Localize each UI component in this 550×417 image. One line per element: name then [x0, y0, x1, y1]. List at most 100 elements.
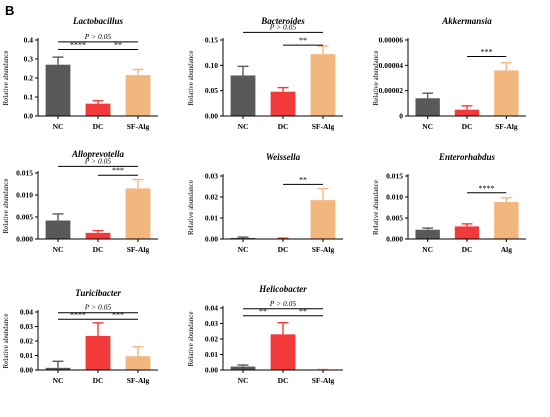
- x-tick-label: NC: [238, 122, 249, 131]
- x-tick-label: SF-Alg: [312, 376, 335, 385]
- bar: [125, 356, 151, 370]
- bar: [45, 220, 71, 239]
- bar: [230, 237, 256, 239]
- y-tick-label: 0.15: [205, 36, 218, 45]
- y-axis-label: Relative abundance: [372, 180, 380, 235]
- y-tick-label: 0.02: [205, 335, 218, 344]
- y-tick-label: 0.0: [24, 112, 34, 121]
- y-tick-label: 0.04: [20, 308, 33, 317]
- significance-label: P > 0.05: [84, 303, 112, 312]
- x-tick-label: NC: [53, 376, 64, 385]
- y-tick-label: 0.4: [24, 36, 34, 45]
- x-tick-label: NC: [53, 245, 64, 254]
- chart-title: Bacteroides: [260, 16, 305, 26]
- x-tick-label: DC: [93, 245, 104, 254]
- bar: [310, 200, 336, 239]
- chart-title: Turicibacter: [75, 288, 121, 298]
- x-tick-label: DC: [278, 122, 289, 131]
- bar: [415, 229, 440, 239]
- y-tick-label: 0: [399, 112, 403, 121]
- y-tick-label: 0.00004: [379, 61, 404, 70]
- x-tick-label: DC: [93, 376, 104, 385]
- bar: [125, 75, 151, 116]
- chart-title: Weissella: [266, 152, 301, 162]
- y-tick-label: 0.00: [20, 366, 33, 375]
- bar: [494, 70, 519, 116]
- y-tick-label: 0.01: [20, 351, 33, 360]
- y-axis-label: Relative abundance: [2, 313, 10, 368]
- y-tick-label: 0.00: [205, 112, 218, 121]
- y-tick-label: 0.2: [24, 74, 34, 83]
- significance-label: P > 0.05: [84, 32, 112, 41]
- y-tick-label: 0.04: [205, 304, 218, 313]
- chart-title: Lactobacillus: [72, 16, 123, 26]
- significance-label: ***: [481, 47, 493, 56]
- y-tick-label: 0.00006: [379, 36, 404, 45]
- x-tick-label: SF-Alg: [312, 122, 335, 131]
- significance-label: P > 0.05: [269, 22, 297, 31]
- chart-title: Alloprevotella: [71, 149, 124, 159]
- bar: [494, 202, 519, 239]
- y-axis-label: Relative abundance: [187, 50, 195, 105]
- x-tick-label: NC: [53, 122, 64, 131]
- y-tick-label: 0.000: [16, 235, 33, 244]
- significance-label: P > 0.05: [84, 156, 112, 165]
- x-tick-label: NC: [422, 122, 433, 131]
- y-tick-label: 0.015: [386, 172, 403, 181]
- y-tick-label: 0.02: [205, 193, 218, 202]
- significance-label: **: [259, 307, 267, 316]
- significance-label: ****: [479, 184, 495, 193]
- bar: [270, 334, 296, 370]
- bar: [230, 75, 256, 116]
- x-tick-label: SF-Alg: [312, 245, 335, 254]
- chart-title: Helicobacter: [258, 284, 307, 294]
- bar: [230, 366, 256, 370]
- y-tick-label: 0.015: [16, 169, 33, 178]
- y-tick-label: 0.05: [205, 86, 218, 95]
- significance-label: **: [299, 175, 307, 184]
- x-tick-label: DC: [462, 245, 473, 254]
- x-tick-label: SF-Alg: [127, 122, 150, 131]
- x-tick-label: DC: [278, 245, 289, 254]
- bar: [125, 188, 151, 239]
- y-axis-label: Relative abundance: [187, 311, 195, 366]
- y-tick-label: 0.005: [16, 213, 33, 222]
- bar: [454, 226, 480, 239]
- x-tick-label: SF-Alg: [127, 376, 150, 385]
- significance-label: ***: [112, 310, 124, 319]
- y-tick-label: 0.1: [24, 93, 34, 102]
- significance-label: P > 0.05: [269, 299, 297, 308]
- y-tick-label: 0.03: [205, 172, 218, 181]
- y-tick-label: 0.010: [16, 191, 33, 200]
- y-axis-label: Relative abundance: [2, 178, 10, 233]
- significance-label: **: [299, 36, 307, 45]
- y-axis-label: Relative abundance: [187, 180, 195, 235]
- bar: [270, 91, 296, 116]
- significance-label: ***: [112, 166, 124, 175]
- significance-label: ****: [70, 310, 86, 319]
- y-tick-label: 0.10: [205, 61, 218, 70]
- y-tick-label: 0.00: [205, 235, 218, 244]
- y-tick-label: 0.02: [20, 337, 33, 346]
- x-tick-label: DC: [462, 122, 473, 131]
- bar: [85, 335, 111, 370]
- y-tick-label: 0.000: [386, 235, 403, 244]
- y-axis-label: Relative abundance: [2, 50, 10, 105]
- significance-label: **: [114, 41, 122, 50]
- chart-title: Akkermansia: [441, 16, 492, 26]
- significance-label: ****: [70, 41, 86, 50]
- x-tick-label: DC: [278, 376, 289, 385]
- panel-letter: B: [5, 3, 15, 18]
- y-tick-label: 0.01: [205, 214, 218, 223]
- x-tick-label: NC: [238, 245, 249, 254]
- x-tick-label: SF-Alg: [495, 122, 518, 131]
- y-axis-label: Relative abundance: [372, 50, 380, 105]
- x-tick-label: SF-Alg: [127, 245, 150, 254]
- chart-title: Enterorhabdus: [438, 152, 496, 162]
- bar: [45, 64, 71, 116]
- x-tick-label: NC: [422, 245, 433, 254]
- bar: [85, 232, 111, 239]
- y-tick-label: 0.005: [386, 214, 403, 223]
